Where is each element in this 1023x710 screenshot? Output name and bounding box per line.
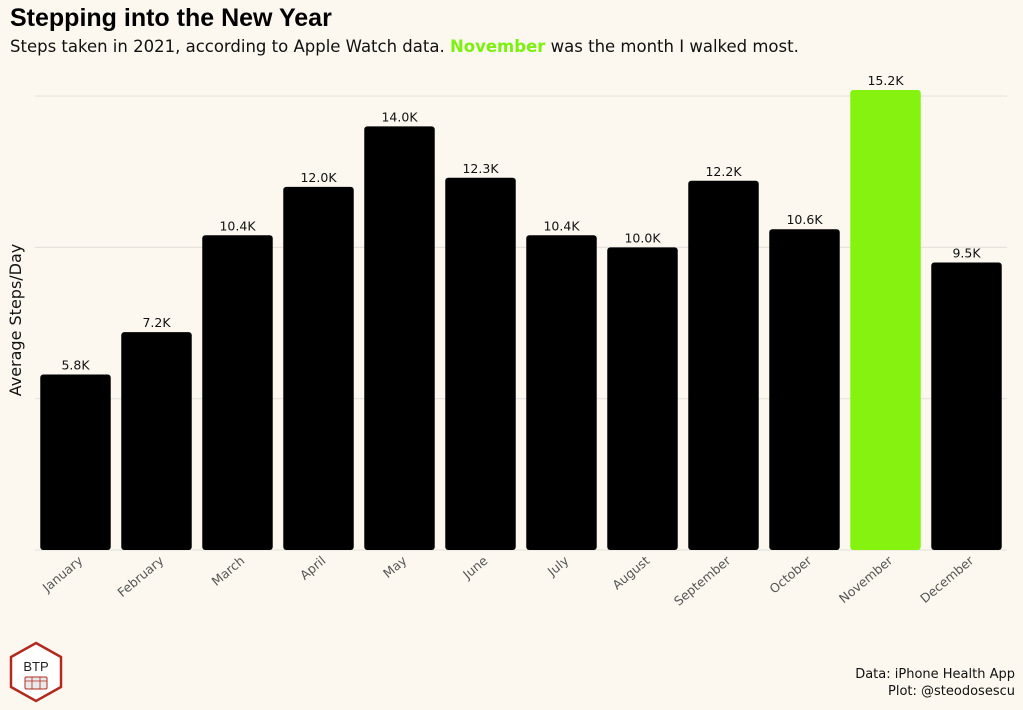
bar [850,90,921,550]
y-axis-label: Average Steps/Day [6,244,25,397]
bar [445,177,516,550]
data-label: 7.2K [142,315,171,330]
plot-credit: Plot: @steodosescu [888,684,1015,699]
bar [769,229,840,551]
data-label: 10.4K [543,218,580,233]
bar [526,235,597,550]
subtitle-text-end: was the month I walked most. [550,37,799,56]
data-label: 10.0K [624,230,661,245]
x-tick-label: May [380,552,410,580]
bar [283,186,354,550]
bar [364,126,435,550]
bar [121,332,192,550]
data-label: 14.0K [381,109,418,124]
x-tick-label: February [114,552,167,599]
x-tick-label: June [459,553,490,583]
bar [40,374,111,550]
bar [688,180,759,550]
chart-caption: Data: iPhone Health App Plot: @steodoses… [855,666,1015,700]
data-source: Data: iPhone Health App [855,667,1015,682]
data-label: 9.5K [952,246,981,261]
chart-subtitle: Steps taken in 2021, according to Apple … [10,37,799,56]
x-tick-label: April [297,553,329,583]
x-tick-label: July [544,552,572,579]
x-tick-label: December [917,552,977,606]
x-tick-label: September [671,552,734,608]
data-label: 5.8K [61,357,90,372]
btp-logo: BTP [9,641,63,703]
data-label: 12.0K [300,170,337,185]
data-label: 10.6K [786,212,823,227]
x-tick-label: March [209,553,248,589]
data-label: 12.3K [462,161,499,176]
data-label: 15.2K [867,73,904,88]
bar [607,247,678,551]
data-label: 10.4K [219,218,256,233]
bar [931,262,1002,550]
x-tick-label: January [39,552,86,595]
logo-text: BTP [23,659,48,674]
x-tick-label: October [766,552,815,596]
bar-chart: 5.8K January 7.2K February 10.4K March 12.0K Ap… [6,73,1007,609]
data-label: 12.2K [705,164,742,179]
subtitle-text: Steps taken in 2021, according to Apple … [10,37,445,56]
subtitle-highlight: November [449,37,546,56]
chart-title: Stepping into the New Year [10,4,332,32]
bar [202,235,273,550]
x-tick-label: November [836,552,896,606]
x-tick-label: August [609,553,652,593]
